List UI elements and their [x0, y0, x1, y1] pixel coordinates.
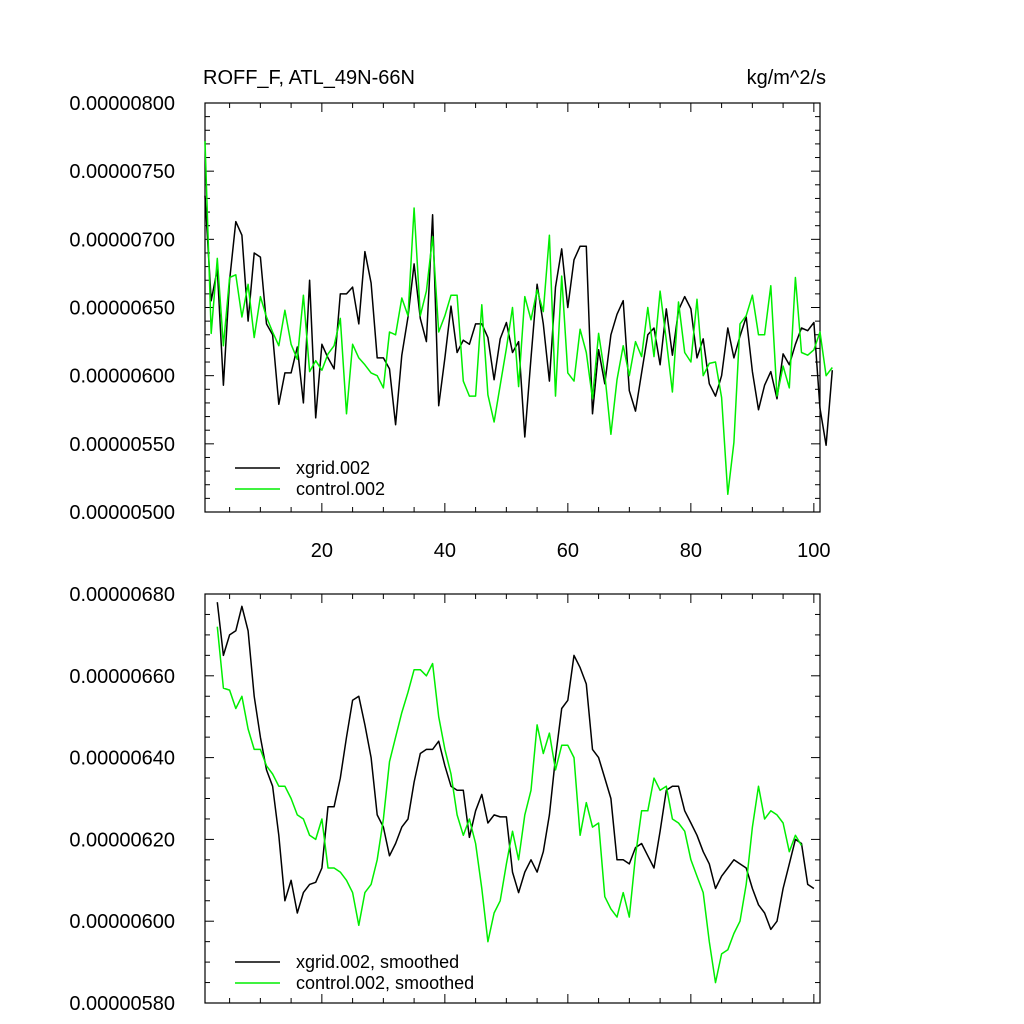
x-tick-label: 60 — [557, 540, 579, 562]
y-tick-label: 0.00000600 — [69, 911, 175, 933]
series-line-control — [216, 626, 803, 984]
y-tick-label: 0.00000700 — [69, 229, 175, 251]
y-tick-label: 0.00000640 — [69, 748, 175, 770]
y-tick-label: 0.00000600 — [69, 366, 175, 388]
panel-1: 0.00000500 0.00000550 0.00000600 0.00000650… — [69, 93, 834, 562]
x-tick-label: 20 — [311, 540, 333, 562]
y-tick-label: 0.00000500 — [69, 502, 175, 524]
legend-label: control.002, smoothed — [296, 973, 474, 993]
y-tick-label: 0.00000680 — [69, 584, 175, 606]
y-tick-label: 0.00000620 — [69, 829, 175, 851]
series-line-xgrid — [216, 602, 815, 931]
y-tick-label: 0.00000800 — [69, 93, 175, 115]
series-line-control — [204, 141, 833, 496]
legend-label: xgrid.002, smoothed — [296, 952, 459, 972]
chart-title: ROFF_F, ATL_49N-66N — [203, 67, 415, 89]
x-tick-label: 80 — [680, 540, 702, 562]
y-tick-label: 0.00000660 — [69, 666, 175, 688]
series-line-xgrid — [204, 195, 834, 446]
y-tick-label: 0.00000750 — [69, 161, 175, 183]
legend-label: control.002 — [296, 479, 385, 499]
y-tick-label: 0.00000550 — [69, 434, 175, 456]
y-tick-label: 0.00000650 — [69, 298, 175, 320]
x-tick-label: 100 — [797, 540, 830, 562]
units-label: kg/m^2/s — [747, 67, 826, 89]
x-tick-label: 40 — [434, 540, 456, 562]
y-tick-label: 0.00000580 — [69, 993, 175, 1015]
plot-frame — [204, 593, 821, 1004]
panel-2: 0.00000580 0.00000600 0.00000620 0.00000640… — [69, 584, 821, 1015]
legend-label: xgrid.002 — [296, 458, 370, 478]
